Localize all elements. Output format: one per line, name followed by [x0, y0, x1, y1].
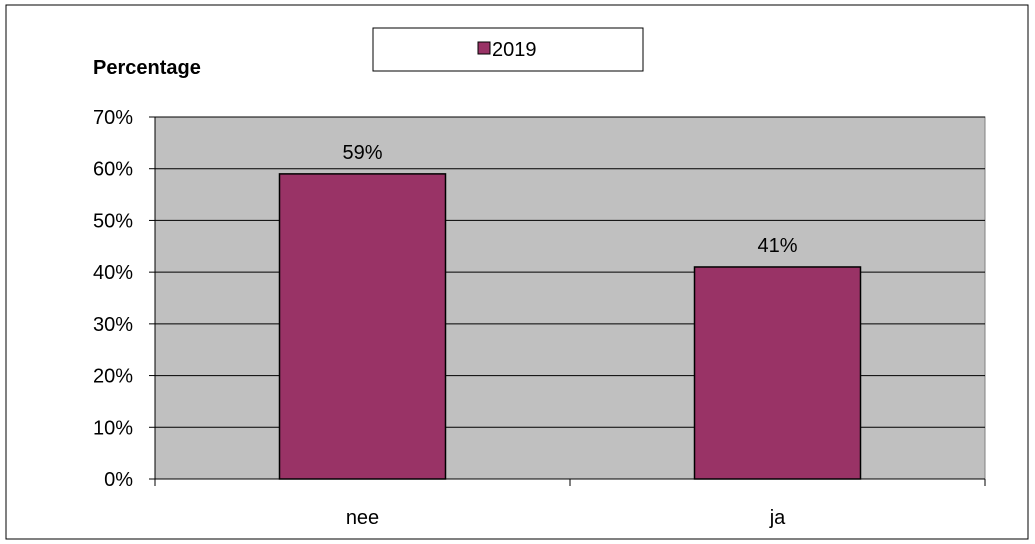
- x-category-label: nee: [346, 507, 379, 529]
- bar: [693, 266, 862, 480]
- data-label: 59%: [342, 142, 382, 164]
- legend-label: 2019: [492, 39, 537, 61]
- y-tick-label: 50%: [93, 210, 133, 232]
- y-axis-title: Percentage: [93, 57, 201, 79]
- y-tick-label: 70%: [93, 107, 133, 129]
- y-tick-label: 40%: [93, 262, 133, 284]
- plot-area: 0% 10% 20% 30% 40% 50% 60% 70% 59% nee 41% ja: [93, 107, 986, 529]
- legend-box: [372, 27, 644, 72]
- y-tick-label: 20%: [93, 366, 133, 388]
- data-label: 41%: [757, 235, 797, 257]
- bar: [278, 173, 447, 480]
- y-tick-label: 30%: [93, 314, 133, 336]
- y-tick-label: 10%: [93, 417, 133, 439]
- y-tick-label: 0%: [104, 469, 133, 491]
- legend-swatch: [477, 41, 491, 55]
- y-tick-label: 60%: [93, 159, 133, 181]
- legend: 2019: [372, 27, 644, 72]
- x-category-label: ja: [769, 507, 786, 529]
